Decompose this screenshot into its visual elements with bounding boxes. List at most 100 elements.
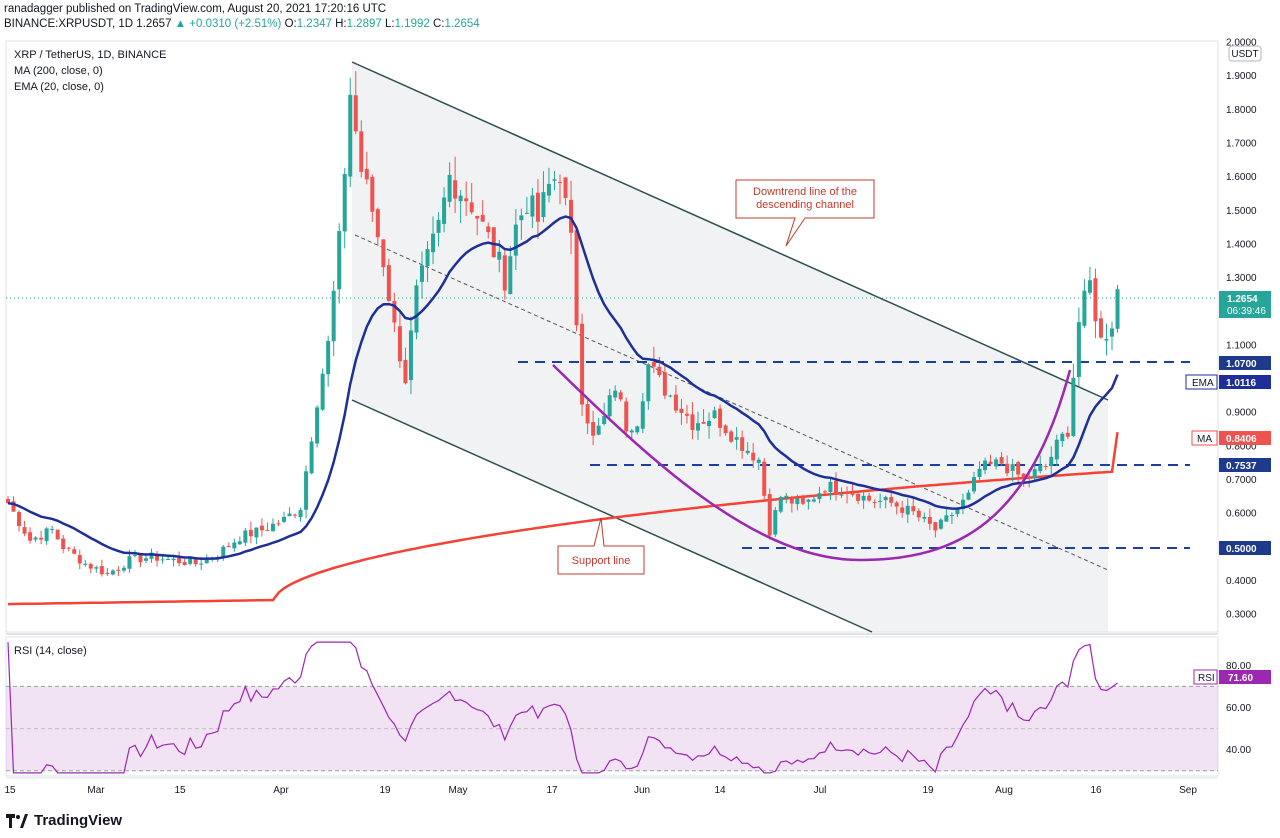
candle-body <box>784 495 789 498</box>
candle-body <box>1038 465 1043 472</box>
candle-body <box>77 554 82 564</box>
channel-mid-line[interactable] <box>354 234 1109 571</box>
candle-body <box>138 554 143 563</box>
candle-body <box>591 421 596 436</box>
price-tick-label: 0.8000 <box>1226 441 1257 452</box>
candle-body <box>883 497 888 501</box>
candle-body <box>922 516 927 519</box>
rsi-tick-label: 80.00 <box>1226 661 1251 672</box>
price-tick-label: 0.7000 <box>1226 475 1257 486</box>
candle-body <box>651 361 656 367</box>
candle-body <box>640 401 645 429</box>
candle-body <box>259 525 264 531</box>
level-tag-3: 0.5000 <box>1219 541 1271 555</box>
chart-header: ranadagger published on TradingView.com,… <box>4 2 480 32</box>
candle-body <box>254 527 259 538</box>
price-tick-label: 2.0000 <box>1226 38 1257 49</box>
currency-badge[interactable]: USDT <box>1228 45 1262 62</box>
rounding-bottom-curve[interactable] <box>552 364 1072 562</box>
candle-body <box>193 559 198 565</box>
candle-body <box>1087 280 1092 293</box>
candle-body <box>326 340 331 375</box>
legend-ema: EMA (20, close, 0) <box>14 81 104 93</box>
candle-body <box>1060 433 1065 442</box>
candle-body <box>83 563 88 565</box>
candle-body <box>828 481 833 493</box>
ohlc-line: BINANCE:XRPUSDT, 1D 1.2657 ▲ +0.0310 (+2… <box>4 17 480 32</box>
downtrend-callout[interactable]: Downtrend line of the descending channel <box>735 179 875 247</box>
candle-body <box>320 373 325 410</box>
currency-badge-label: USDT <box>1231 49 1258 60</box>
candle-body <box>469 202 474 213</box>
candle-body <box>171 558 176 561</box>
candle-body <box>795 498 800 505</box>
candle-body <box>773 510 778 535</box>
candle-body <box>337 231 342 290</box>
support-callout[interactable]: Support line <box>557 517 645 575</box>
candle-body <box>762 461 767 496</box>
downtrend-note-line2: descending channel <box>756 199 854 211</box>
candle-body <box>144 558 148 561</box>
price-tick-label: 1.1000 <box>1226 340 1257 351</box>
candle-body <box>359 131 364 172</box>
candle-body <box>949 515 954 517</box>
candle-body <box>353 95 358 132</box>
candle-body <box>99 566 104 575</box>
candle-body <box>701 421 706 424</box>
candle-body <box>955 508 960 515</box>
candle-body <box>475 215 480 219</box>
ema-20-line <box>7 215 1119 560</box>
candle-body <box>905 505 910 515</box>
candle-body <box>414 285 419 333</box>
candle-body <box>28 532 33 541</box>
candle-body <box>635 426 640 433</box>
time-axis[interactable]: 15 Mar 15 Apr 19 May 17 Jun 14 Jul 19 Aug 16 Sep <box>4 785 1197 796</box>
candle-body <box>585 404 590 424</box>
candle-body <box>392 301 397 323</box>
publisher-line: ranadagger published on TradingView.com,… <box>4 3 387 15</box>
candle-body <box>1115 289 1120 329</box>
candle-body <box>298 509 303 518</box>
candle-body <box>486 226 491 233</box>
level-tag-2-value: 0.7537 <box>1226 461 1257 472</box>
channel-upper-line[interactable] <box>351 61 1109 401</box>
ema-tag: EMA 1.0116 <box>1185 374 1271 390</box>
candle-body <box>1065 432 1070 437</box>
ema-tag-label: EMA <box>1192 378 1214 389</box>
candle-body <box>50 529 55 531</box>
triangle-up-icon: ▲ <box>174 18 187 30</box>
candle-body <box>977 468 982 477</box>
candle-body <box>845 492 850 494</box>
price-pane <box>5 40 1219 633</box>
candle-body <box>552 179 557 181</box>
candle-body <box>204 558 209 564</box>
time-tick-label: 19 <box>922 785 934 796</box>
candle-body <box>287 513 292 517</box>
candle-body <box>342 173 347 232</box>
candle-body <box>1027 476 1032 478</box>
candle-body <box>364 168 369 180</box>
candle-body <box>789 497 794 504</box>
candle-body <box>177 557 182 564</box>
time-tick-label: May <box>449 785 468 796</box>
ema-20-layer <box>7 215 1119 560</box>
price-tick-label: 0.9000 <box>1226 408 1257 419</box>
candle-body <box>331 290 336 342</box>
ma-tag: MA 0.8406 <box>1191 430 1271 446</box>
channel-lower-line[interactable] <box>351 399 873 633</box>
candle-body <box>569 199 574 233</box>
price-axis[interactable]: 2.0000 1.9000 1.8000 1.7000 1.6000 1.5000 1.40… <box>1226 38 1257 621</box>
candle-body <box>618 392 623 400</box>
candle-body <box>817 493 822 500</box>
candle-body <box>994 459 999 467</box>
candle-body <box>226 546 231 548</box>
channel-shade <box>352 62 1108 632</box>
rsi-axis[interactable]: 80.00 60.00 40.00 <box>1226 661 1251 756</box>
candle-body <box>927 517 932 524</box>
tradingview-logo-icon <box>6 813 28 828</box>
candle-body <box>800 496 805 504</box>
candle-body <box>878 500 883 502</box>
candle-body <box>375 209 380 238</box>
candle-body <box>315 407 320 444</box>
